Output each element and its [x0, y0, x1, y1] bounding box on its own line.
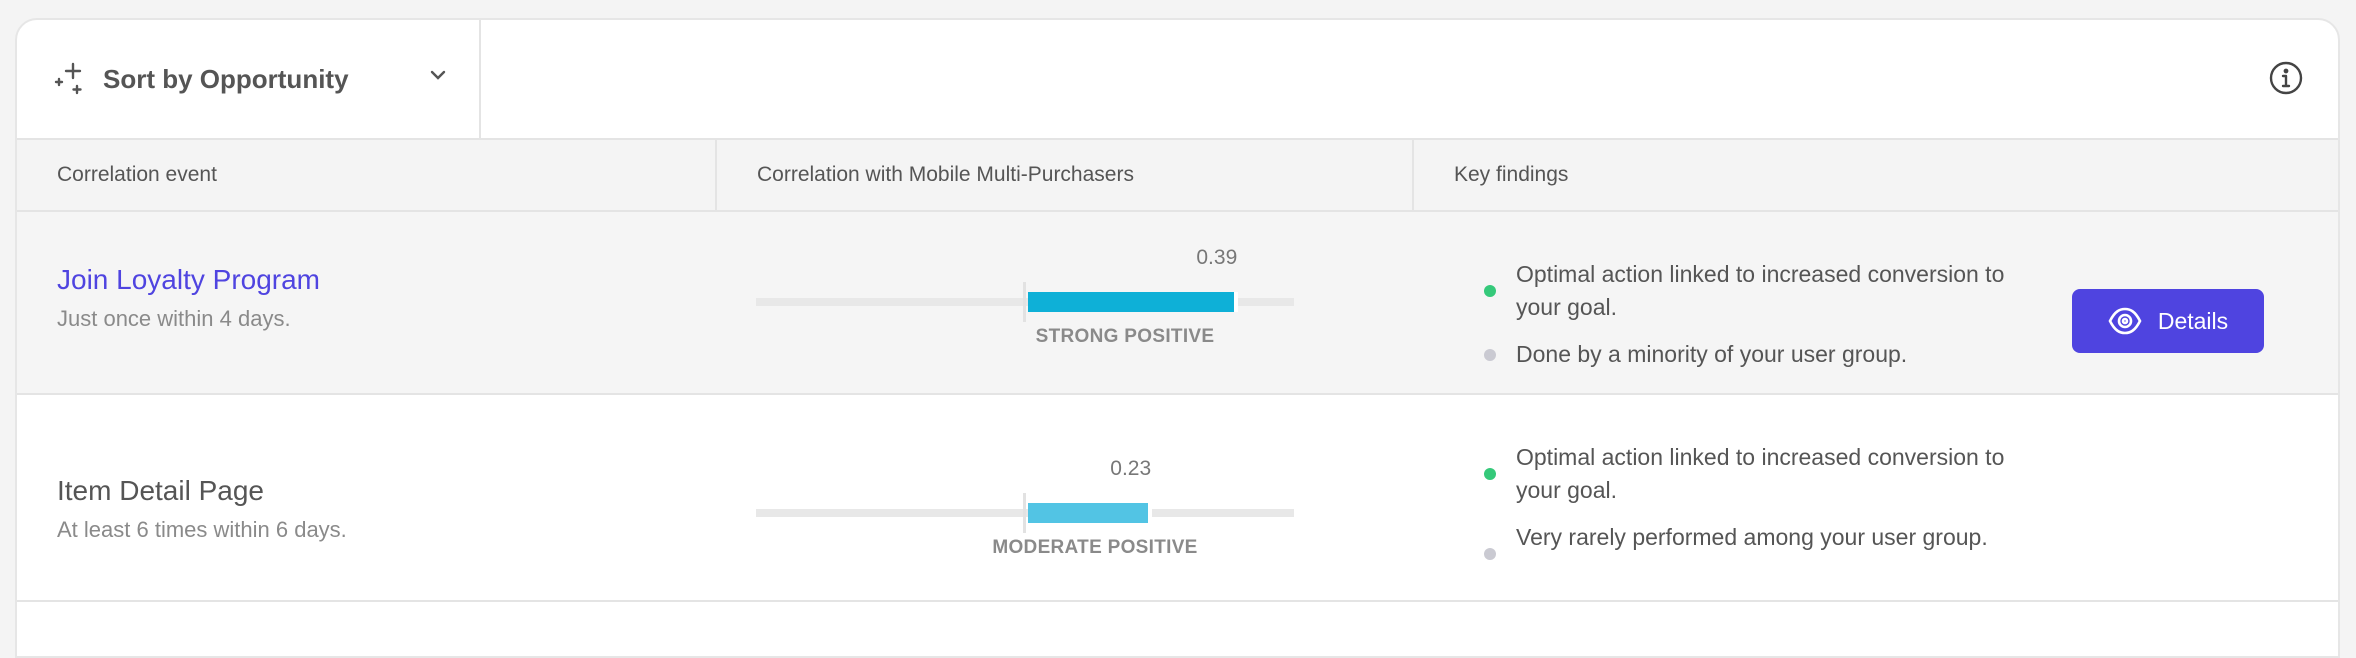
correlation-bar: 0.39 STRONG POSITIVE	[756, 246, 1294, 347]
correlation-card: Sort by Opportunity Correlation event Co…	[15, 18, 2340, 658]
details-label: Details	[2157, 307, 2229, 334]
sparkle-icon	[54, 62, 82, 95]
finding-text: Optimal action linked to increased conve…	[1516, 261, 2005, 320]
category-label: MODERATE POSITIVE	[992, 537, 1198, 558]
finding-item: Done by a minority of your user group.	[1472, 338, 2032, 371]
finding-item: Optimal action linked to increased conve…	[1472, 258, 2032, 324]
sort-label: Sort by Opportunity	[103, 63, 349, 94]
finding-text: Optimal action linked to increased conve…	[1516, 444, 2005, 503]
finding-text: Done by a minority of your user group.	[1516, 341, 1908, 367]
key-findings: Optimal action linked to increased conve…	[1472, 258, 2032, 385]
value-label: 0.39	[1196, 246, 1238, 269]
status-dot	[1484, 468, 1496, 480]
event-name[interactable]: Item Detail Page	[57, 475, 264, 506]
header-key-findings: Key findings	[1412, 140, 2338, 210]
status-dot	[1484, 349, 1496, 361]
finding-item: Optimal action linked to increased conve…	[1472, 441, 2032, 507]
status-dot	[1484, 548, 1496, 560]
status-dot	[1484, 285, 1496, 297]
toolbar: Sort by Opportunity	[17, 20, 2338, 140]
event-name-link[interactable]: Join Loyalty Program	[57, 264, 321, 295]
value-label: 0.23	[1110, 457, 1152, 480]
eye-icon	[2108, 307, 2142, 335]
details-button[interactable]: Details	[2072, 289, 2264, 353]
category-label: STRONG POSITIVE	[1035, 326, 1215, 347]
finding-item: Very rarely performed among your user gr…	[1472, 521, 2012, 560]
finding-text: Very rarely performed among your user gr…	[1516, 524, 1988, 550]
table-row: Join Loyalty Program Just once within 4 …	[17, 212, 2338, 395]
correlation-bar: 0.23 MODERATE POSITIVE	[756, 457, 1294, 558]
sort-dropdown[interactable]: Sort by Opportunity	[17, 20, 481, 138]
zero-line	[1023, 282, 1026, 322]
header-correlation-event: Correlation event	[57, 163, 217, 186]
zero-line	[1023, 493, 1026, 533]
bar-fill	[1028, 292, 1238, 312]
bar-fill	[1028, 503, 1152, 523]
event-subtitle: Just once within 4 days.	[57, 306, 291, 331]
key-findings: Optimal action linked to increased conve…	[1472, 441, 2032, 568]
table-header: Correlation event Correlation with Mobil…	[17, 140, 2338, 212]
chevron-down-icon	[430, 70, 446, 80]
header-correlation-value: Correlation with Mobile Multi-Purchasers	[715, 140, 1412, 210]
event-subtitle: At least 6 times within 6 days.	[57, 517, 347, 542]
info-icon[interactable]	[2268, 60, 2304, 96]
table-row: Item Detail Page At least 6 times within…	[17, 395, 2338, 602]
